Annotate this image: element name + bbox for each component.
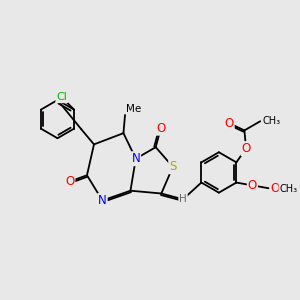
Text: N: N	[98, 194, 107, 207]
Text: O: O	[248, 179, 257, 192]
Text: O: O	[271, 182, 280, 195]
Text: H: H	[179, 194, 187, 204]
Text: CH₃: CH₃	[279, 184, 297, 194]
Text: O: O	[65, 175, 74, 188]
Text: Cl: Cl	[56, 92, 67, 102]
Text: S: S	[169, 160, 176, 173]
Text: O: O	[224, 117, 234, 130]
Text: O: O	[242, 142, 250, 155]
Text: N: N	[131, 152, 140, 165]
Text: O: O	[156, 122, 165, 135]
Text: Me: Me	[126, 103, 142, 114]
Text: CH₃: CH₃	[262, 116, 280, 126]
